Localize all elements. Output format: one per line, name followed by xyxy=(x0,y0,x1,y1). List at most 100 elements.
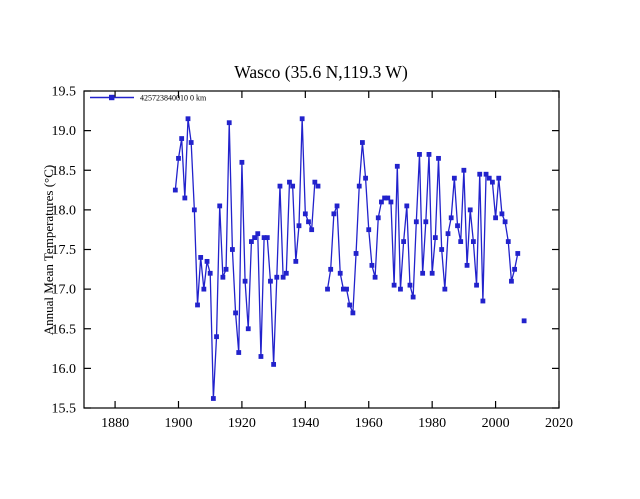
data-point-marker xyxy=(245,326,251,332)
y-axis-label: Annual Mean Temperatures (°C) xyxy=(41,165,56,335)
data-point-marker xyxy=(477,171,483,177)
data-point-marker xyxy=(417,152,422,157)
data-point-marker xyxy=(375,215,381,221)
x-tick-label: 1880 xyxy=(101,416,129,431)
data-point-marker xyxy=(486,175,492,181)
y-tick-label: 16.5 xyxy=(52,322,77,337)
data-point-marker xyxy=(467,207,473,213)
data-point-marker xyxy=(182,195,188,201)
x-tick-label: 1920 xyxy=(228,416,256,431)
data-point-marker xyxy=(356,183,362,189)
y-tick-label: 15.5 xyxy=(52,402,77,417)
data-point-marker xyxy=(214,334,219,340)
data-point-marker xyxy=(515,251,521,256)
data-point-marker xyxy=(505,239,511,244)
data-series xyxy=(172,116,527,401)
data-point-marker xyxy=(420,270,426,276)
data-point-marker xyxy=(220,274,226,280)
data-point-marker xyxy=(198,255,204,260)
data-point-marker xyxy=(255,231,261,237)
data-point-marker xyxy=(179,136,185,141)
data-point-marker xyxy=(176,155,181,161)
data-point-marker xyxy=(470,239,476,244)
data-point-marker xyxy=(509,278,514,284)
x-tick-label: 2000 xyxy=(482,416,510,431)
data-point-marker xyxy=(261,235,267,241)
plot-border xyxy=(83,90,560,409)
data-point-marker xyxy=(379,199,384,205)
data-point-marker xyxy=(385,195,391,201)
data-point-marker xyxy=(302,211,308,217)
y-tick-label: 18.5 xyxy=(52,164,77,179)
y-tick-label: 16.0 xyxy=(52,362,77,377)
chart-title: Wasco (35.6 N,119.3 W) xyxy=(234,62,408,82)
data-point-marker xyxy=(296,223,302,229)
data-point-marker xyxy=(382,195,388,201)
data-point-marker xyxy=(410,294,416,300)
legend: 425723840010 0 km xyxy=(90,94,207,103)
data-point-marker xyxy=(239,159,245,165)
data-point-marker xyxy=(217,203,223,209)
data-point-marker xyxy=(521,318,527,324)
x-axis-ticks: 1880 1900 1920 1940 1960 1980 2000 2020 xyxy=(101,91,573,431)
data-point-marker xyxy=(280,274,286,280)
data-point-marker xyxy=(268,278,273,284)
data-point-marker xyxy=(496,175,502,181)
x-tick-label: 1960 xyxy=(355,416,383,431)
series-line xyxy=(326,141,519,314)
data-point-marker xyxy=(423,219,429,225)
data-point-marker xyxy=(347,302,353,308)
data-point-marker xyxy=(499,211,505,217)
data-point-marker xyxy=(258,354,264,359)
data-point-marker xyxy=(188,140,194,145)
data-point-marker xyxy=(480,298,486,304)
data-point-marker xyxy=(204,258,210,264)
y-tick-label: 17.0 xyxy=(52,283,77,298)
data-point-marker xyxy=(493,215,498,221)
data-point-marker xyxy=(464,262,470,268)
x-tick-label: 1900 xyxy=(164,416,192,431)
data-point-marker xyxy=(439,247,445,252)
data-point-marker xyxy=(401,239,407,244)
data-point-marker xyxy=(290,183,296,189)
data-point-marker xyxy=(445,231,451,237)
data-point-marker xyxy=(249,239,254,244)
data-point-marker xyxy=(309,227,315,233)
data-point-marker xyxy=(426,152,432,157)
data-point-marker xyxy=(372,274,378,280)
data-point-marker xyxy=(404,203,410,209)
data-point-marker xyxy=(252,235,257,241)
data-point-marker xyxy=(344,286,349,292)
data-point-marker xyxy=(340,286,346,292)
data-point-marker xyxy=(312,179,318,185)
data-point-marker xyxy=(328,266,334,272)
data-point-marker xyxy=(331,211,337,217)
data-point-marker xyxy=(436,155,441,161)
data-point-marker xyxy=(363,175,368,181)
data-point-marker xyxy=(490,179,495,185)
data-point-marker xyxy=(325,286,330,292)
y-tick-label: 18.0 xyxy=(52,203,77,218)
data-point-marker xyxy=(334,203,340,209)
y-tick-label: 17.5 xyxy=(52,243,77,258)
y-tick-label: 19.0 xyxy=(52,124,77,139)
legend-label: 425723840010 0 km xyxy=(140,94,207,103)
data-point-marker xyxy=(233,310,238,316)
data-point-marker xyxy=(242,278,248,284)
data-point-marker xyxy=(306,219,311,225)
data-point-marker xyxy=(413,219,419,225)
y-tick-label: 19.5 xyxy=(52,85,77,100)
data-point-marker xyxy=(353,251,359,256)
data-point-marker xyxy=(226,120,232,126)
data-point-marker xyxy=(394,163,400,169)
data-point-marker xyxy=(483,171,489,177)
data-point-marker xyxy=(277,183,283,189)
data-point-marker xyxy=(407,282,413,288)
data-point-marker xyxy=(502,219,508,225)
data-point-marker xyxy=(337,270,343,276)
data-point-marker xyxy=(287,179,292,185)
data-point-marker xyxy=(315,183,321,189)
data-point-marker xyxy=(448,215,454,221)
data-point-marker xyxy=(223,266,229,272)
